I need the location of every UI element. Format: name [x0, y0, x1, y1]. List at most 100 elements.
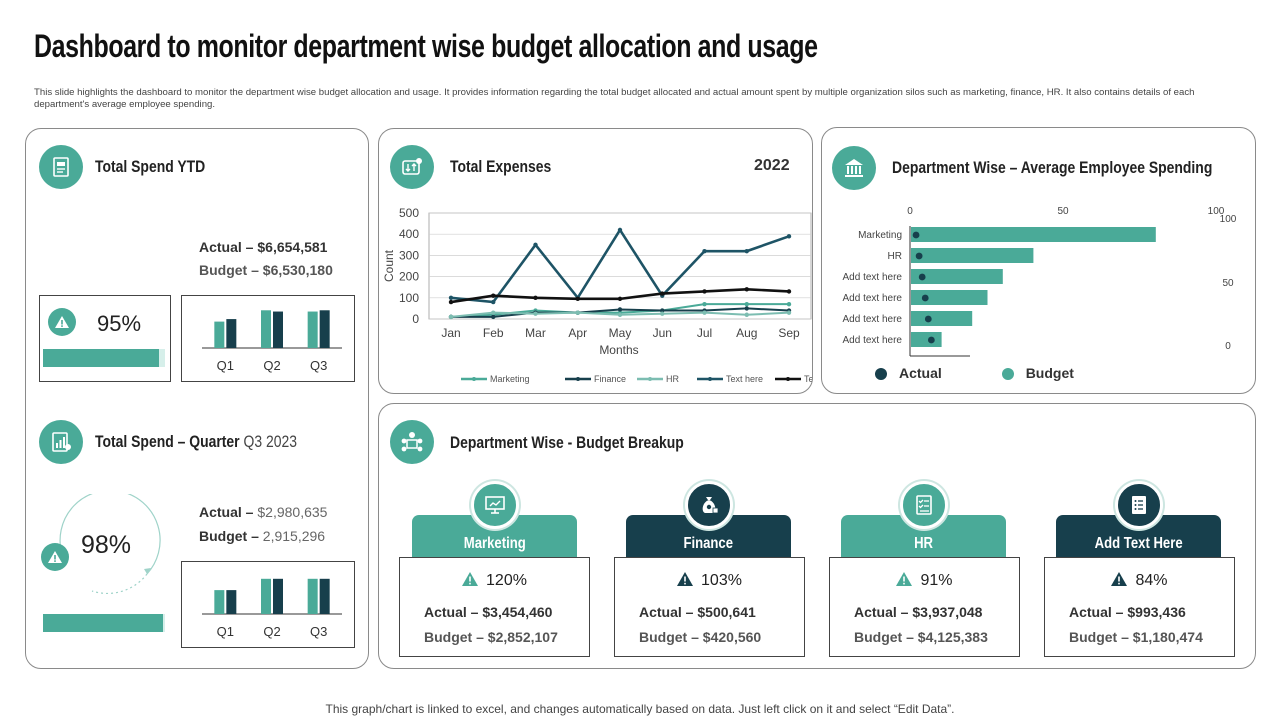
data-point: [744, 301, 749, 307]
tick-label-q1: Q1: [217, 358, 234, 373]
checklist-icon: [916, 495, 932, 515]
presentation-icon: [485, 496, 505, 514]
avg-legend: Actual Budget: [875, 365, 1074, 381]
ytd-icon-circle: [39, 145, 83, 189]
ytd-budget: Budget – $6,530,180: [199, 262, 333, 278]
y-axis-label: Count: [382, 249, 396, 282]
x-tick-100: 100: [1208, 206, 1225, 217]
dept-icon-add-text: [1115, 481, 1163, 529]
x-tick-apr: Apr: [568, 326, 587, 340]
warning-icon: [677, 572, 694, 586]
expenses-panel: Total Expenses 2022 0 100 200 300 400 500 Jan F…: [378, 128, 813, 394]
actual-marker: [921, 294, 929, 302]
quarter-progress: [43, 614, 165, 632]
bar-budget-q3: [307, 311, 318, 348]
bar-budget-q2: [261, 310, 271, 348]
data-point: [533, 295, 538, 300]
avg-icon-circle: [832, 146, 876, 190]
legend-marker: [786, 377, 790, 381]
dept-percent: 84%: [1045, 572, 1234, 590]
page-subtitle: This slide highlights the dashboard to m…: [34, 87, 1195, 110]
warning-icon: [896, 572, 913, 586]
data-point: [786, 234, 792, 239]
ytd-warning: [48, 308, 76, 336]
secondary-tick-0: 0: [1225, 341, 1231, 352]
secondary-tick-100: 100: [1220, 214, 1237, 225]
data-point: [533, 242, 538, 247]
data-point: [744, 312, 749, 317]
data-point: [786, 310, 792, 315]
report-icon: [53, 157, 69, 177]
legend-marker: [472, 377, 476, 381]
category-label: Marketing: [858, 230, 902, 241]
actual-marker: [912, 231, 920, 239]
dept-percent: 120%: [400, 572, 589, 590]
data-point: [660, 291, 665, 296]
warning-icon: [48, 551, 62, 563]
x-tick-0: 0: [907, 206, 913, 217]
avg-title: Department Wise – Average Employee Spend…: [892, 158, 1213, 177]
x-tick-50: 50: [1057, 206, 1069, 217]
quarter-title: Total Spend – Quarter Q3 2023: [95, 432, 297, 451]
money-bag-icon: [702, 497, 719, 514]
footer-note: This graph/chart is linked to excel, and…: [325, 702, 955, 716]
tick-label-q2: Q2: [263, 624, 280, 639]
data-point: [702, 248, 707, 254]
y-tick-100: 100: [399, 291, 419, 305]
data-point: [448, 299, 454, 305]
dept-icon-finance: [685, 481, 733, 529]
category-label: Add text here: [843, 335, 903, 346]
legend-marker: [708, 377, 712, 381]
legend-label-marketing: Marketing: [490, 374, 530, 384]
quarter-icon-circle: [39, 420, 83, 464]
breakup-icon-circle: [390, 420, 434, 464]
data-point: [660, 311, 665, 316]
x-axis-label: Months: [599, 343, 638, 357]
data-point: [660, 308, 665, 313]
data-point: [617, 307, 623, 312]
ytd-quarter-chart: Q1 Q2 Q3: [202, 310, 342, 373]
bar-budget-q1: [214, 321, 225, 348]
dept-percent: 91%: [830, 572, 1019, 590]
data-point: [786, 289, 792, 294]
bar-actual-q3: [319, 578, 330, 614]
breakup-title: Department Wise - Budget Breakup: [450, 433, 684, 452]
quarter-warning: [41, 543, 69, 571]
data-point: [702, 301, 707, 307]
ytd-percent-box: 95%: [39, 295, 171, 382]
dept-budget: Budget – $420,560: [639, 629, 762, 645]
data-point: [617, 312, 623, 317]
data-point: [744, 287, 749, 292]
legend-label-text-here: Text here: [726, 374, 763, 384]
data-point: [702, 289, 707, 294]
y-tick-400: 400: [399, 227, 419, 241]
actual-marker: [924, 315, 932, 323]
warning-icon: [1111, 572, 1128, 586]
legend-marker: [576, 377, 580, 381]
budget-bar: [911, 248, 1034, 263]
category-label: Add text here: [843, 314, 903, 325]
x-tick-jan: Jan: [441, 326, 460, 340]
report-chart-icon: [52, 432, 71, 452]
expenses-line-chart: 0 100 200 300 400 500 Jan Feb Mar Apr May Jun Jul Aug…: [382, 206, 812, 384]
y-tick-0: 0: [412, 312, 419, 326]
x-tick-mar: Mar: [525, 326, 546, 340]
dept-actual: Actual – $3,454,460: [424, 604, 553, 620]
actual-marker: [915, 252, 923, 260]
x-tick-feb: Feb: [483, 326, 504, 340]
y-tick-300: 300: [399, 248, 419, 262]
warning-icon: [55, 316, 69, 328]
legend-actual-label: Actual: [899, 365, 942, 381]
tick-label-q3: Q3: [310, 358, 327, 373]
quarter-circle-decoration: [59, 494, 161, 594]
legend-budget-dot: [1001, 368, 1014, 381]
legend-label-finance: Finance: [594, 374, 626, 384]
quarter-progress-fill: [43, 614, 163, 632]
category-label: Add text here: [843, 293, 903, 304]
data-point: [575, 310, 580, 315]
warning-icon: [462, 572, 479, 586]
transfer-icon: [402, 158, 422, 175]
bar-actual-q2: [273, 578, 283, 614]
actual-marker: [927, 336, 935, 344]
dept-card-marketing: 120% Actual – $3,454,460 Budget – $2,852…: [399, 557, 590, 657]
